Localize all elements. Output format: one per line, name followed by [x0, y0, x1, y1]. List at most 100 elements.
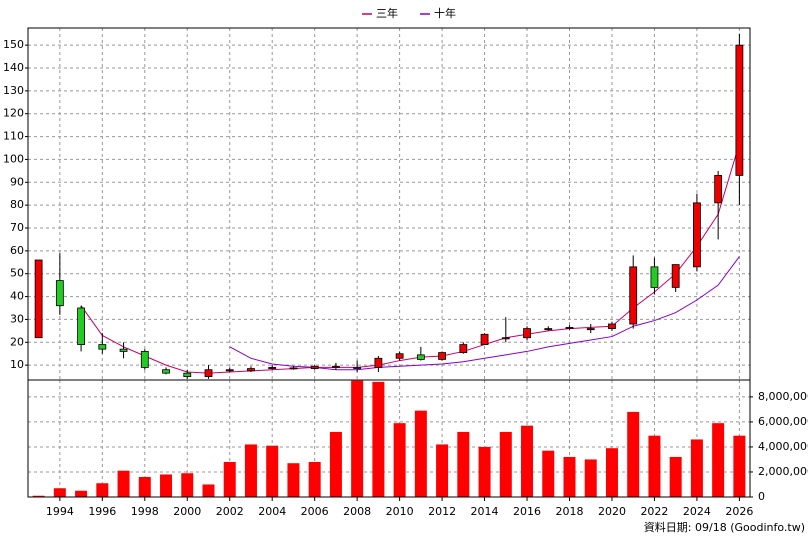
volume-bar	[521, 425, 534, 497]
volume-bar	[690, 439, 703, 497]
x-tick-label: 1998	[131, 505, 159, 518]
volume-bar	[329, 431, 342, 497]
volume-bar	[499, 431, 512, 497]
volume-bar	[202, 484, 215, 497]
y-tick-label: 140	[3, 61, 24, 74]
volume-bar	[563, 456, 576, 497]
y-tick-label: 70	[10, 221, 24, 234]
volume-bar	[372, 381, 385, 497]
x-tick-label: 2000	[173, 505, 201, 518]
volume-bar	[478, 446, 491, 497]
volume-bar	[53, 488, 66, 497]
candle-body	[544, 328, 553, 331]
candle-body	[693, 202, 701, 268]
candle-body	[586, 328, 595, 331]
candle-body	[268, 367, 277, 369]
y-tick-label: 10	[10, 358, 24, 371]
volume-bar	[181, 473, 194, 497]
legend-label: 十年	[434, 6, 456, 20]
candle-body	[204, 369, 213, 377]
x-tick-label: 2002	[216, 505, 244, 518]
volume-bar	[96, 483, 109, 497]
x-tick-label: 2014	[471, 505, 499, 518]
candle-body	[119, 348, 128, 352]
volume-bar	[648, 435, 661, 497]
panel-frame	[27, 27, 751, 381]
x-tick-label: 2004	[258, 505, 286, 518]
x-tick-label: 1996	[88, 505, 116, 518]
x-tick-label: 2008	[343, 505, 371, 518]
candle-body	[55, 280, 64, 307]
candle-body	[501, 337, 510, 340]
candle-body	[650, 266, 659, 288]
y-tick-label: 6,000,000	[758, 415, 808, 428]
volume-bar	[287, 463, 300, 497]
volume-bar	[223, 461, 236, 497]
x-tick-label: 2026	[725, 505, 753, 518]
candle-body	[183, 372, 192, 377]
y-tick-label: 20	[10, 335, 24, 348]
y-tick-label: 30	[10, 312, 24, 325]
candle-body	[247, 368, 255, 372]
y-tick-label: 100	[3, 152, 24, 165]
candle-body	[671, 264, 680, 288]
volume-bar	[393, 423, 406, 497]
candle-body	[395, 353, 404, 359]
candle-body	[98, 344, 107, 350]
volume-bar	[627, 411, 640, 497]
candle-body	[289, 367, 298, 370]
y-tick-label: 130	[3, 84, 24, 97]
moving-average-line	[80, 143, 740, 374]
x-tick-label: 2022	[640, 505, 668, 518]
candle-body	[608, 323, 616, 329]
x-tick-label: 2016	[513, 505, 541, 518]
footer: 資料日期: 09/18 (Goodinfo.tw)	[644, 520, 805, 534]
y-tick-label: 120	[3, 107, 24, 120]
volume-bar	[160, 474, 173, 497]
candle-body	[629, 266, 638, 325]
y-tick-label: 150	[3, 38, 24, 51]
x-tick-label: 1994	[46, 505, 74, 518]
candle-body	[459, 344, 468, 353]
y-tick-label: 50	[10, 267, 24, 280]
candle-body	[714, 175, 723, 204]
volume-bar	[584, 459, 597, 497]
volume-bar	[32, 495, 45, 497]
x-tick-label: 2024	[683, 505, 711, 518]
candle-body	[735, 44, 744, 176]
x-tick-label: 2020	[598, 505, 626, 518]
legend-label: 三年	[376, 6, 398, 20]
candle-body	[565, 327, 574, 329]
volume-bar	[733, 435, 746, 497]
volume-bar	[138, 476, 151, 497]
volume-bar	[308, 461, 321, 497]
candle-body	[310, 365, 319, 369]
volume-bar	[75, 490, 88, 497]
volume-bar	[351, 380, 364, 497]
x-tick-label: 2006	[301, 505, 329, 518]
candle-body	[140, 351, 149, 368]
y-tick-label: 0	[758, 490, 765, 503]
volume-bar	[244, 444, 257, 497]
candle-body	[480, 333, 489, 345]
candle-body	[225, 369, 234, 372]
y-tick-label: 80	[10, 198, 24, 211]
candle-body	[438, 352, 446, 360]
panel-frame	[27, 379, 751, 498]
volume-bar	[117, 470, 130, 497]
x-tick-label: 2010	[386, 505, 414, 518]
y-tick-label: 4,000,000	[758, 440, 808, 453]
y-tick-label: 2,000,000	[758, 465, 808, 478]
volume-bar	[669, 456, 682, 497]
volume-bar	[605, 448, 618, 497]
candle-body	[77, 307, 85, 345]
x-tick-label: 2018	[556, 505, 584, 518]
candle-body	[523, 328, 531, 339]
candle-body	[162, 369, 170, 374]
volume-bar	[542, 450, 555, 497]
y-tick-label: 110	[3, 130, 24, 143]
volume-bar	[712, 423, 725, 497]
y-tick-label: 60	[10, 244, 24, 257]
candle-body	[332, 365, 340, 368]
